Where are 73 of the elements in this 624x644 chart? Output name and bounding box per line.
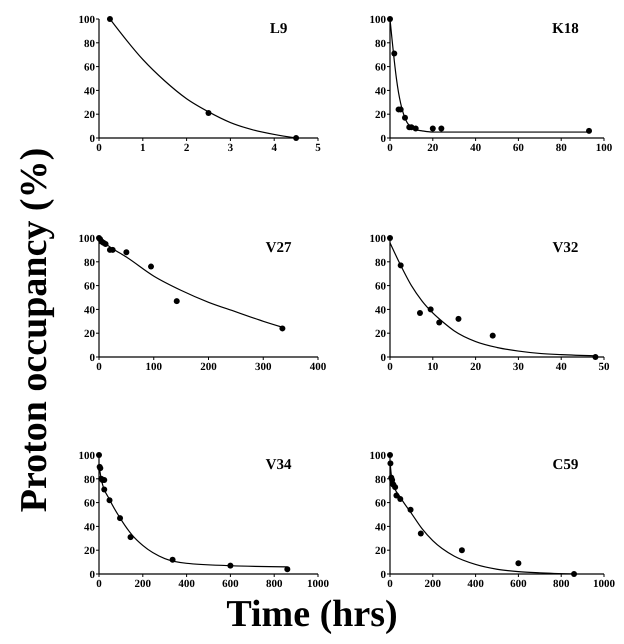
- y-tick-label: 100: [370, 233, 386, 245]
- x-tick-label: 600: [222, 578, 240, 590]
- x-tick-label: 20: [427, 142, 439, 154]
- y-tick-label: 60: [375, 280, 386, 293]
- y-tick-label: 40: [84, 85, 96, 98]
- chart-title: V32: [552, 240, 578, 256]
- x-tick-label: 200: [424, 578, 442, 590]
- chart-title: K18: [552, 21, 579, 37]
- x-tick-label: 50: [598, 361, 610, 373]
- y-tick-label: 0: [380, 352, 386, 364]
- x-tick-label: 300: [255, 361, 272, 373]
- y-tick-label: 80: [84, 38, 96, 50]
- y-tick-label: 60: [84, 498, 96, 510]
- y-tick-label: 20: [375, 328, 386, 340]
- y-tick-label: 40: [84, 304, 96, 316]
- y-tick-label: 60: [84, 280, 96, 293]
- y-tick-label: 60: [375, 62, 386, 74]
- y-tick-label: 100: [78, 14, 96, 26]
- y-tick-label: 40: [375, 521, 386, 534]
- y-tick-label: 40: [375, 304, 386, 316]
- y-tick-label: 80: [84, 474, 96, 486]
- x-tick-label: 800: [266, 578, 283, 590]
- y-tick-label: 100: [78, 450, 96, 462]
- x-tick-label: 600: [510, 578, 528, 590]
- y-tick-label: 40: [84, 521, 96, 534]
- y-tick-label: 0: [380, 133, 386, 145]
- x-tick-label: 2: [184, 142, 190, 154]
- y-tick-label: 20: [375, 545, 386, 558]
- y-tick-label: 20: [375, 109, 386, 122]
- x-tick-label: 200: [134, 578, 152, 590]
- x-tick-label: 5: [315, 142, 322, 154]
- y-tick-label: 100: [78, 233, 96, 245]
- y-tick-label: 80: [375, 474, 386, 486]
- x-tick-label: 4: [271, 142, 278, 154]
- x-tick-label: 100: [596, 142, 613, 154]
- x-tick-label: 1000: [307, 578, 330, 590]
- x-tick-label: 1000: [593, 578, 616, 590]
- x-tick-label: 200: [200, 361, 218, 373]
- chart-title: C59: [552, 457, 578, 473]
- x-tick-label: 40: [556, 361, 568, 373]
- y-tick-label: 80: [375, 38, 386, 50]
- y-tick-label: 80: [375, 256, 386, 269]
- x-tick-label: 60: [512, 142, 524, 154]
- y-tick-label: 0: [380, 569, 386, 581]
- x-tick-label: 100: [146, 361, 162, 373]
- y-tick-label: 80: [84, 256, 96, 269]
- y-tick-label: 100: [370, 14, 386, 26]
- y-tick-label: 100: [370, 450, 386, 462]
- chart-title: V34: [266, 457, 292, 473]
- y-axis-title: Proton occupancy (%): [13, 148, 55, 512]
- y-tick-label: 0: [90, 569, 96, 581]
- x-tick-label: 20: [470, 361, 482, 373]
- x-tick-label: 3: [228, 142, 234, 154]
- x-tick-label: 400: [467, 578, 484, 590]
- x-tick-label: 40: [470, 142, 482, 154]
- y-tick-label: 60: [375, 498, 386, 510]
- x-tick-label: 30: [512, 361, 524, 373]
- x-tick-label: 10: [427, 361, 439, 373]
- x-tick-label: 800: [552, 578, 570, 590]
- y-tick-label: 40: [375, 85, 386, 98]
- x-tick-label: 400: [178, 578, 196, 590]
- y-tick-label: 20: [84, 328, 96, 340]
- chart-title: L9: [270, 21, 288, 37]
- y-tick-label: 20: [84, 545, 96, 558]
- y-tick-label: 60: [84, 62, 96, 74]
- y-tick-label: 0: [90, 352, 96, 364]
- x-tick-label: 1: [140, 142, 146, 154]
- x-tick-label: 400: [310, 361, 327, 373]
- chart-title: V27: [266, 240, 292, 256]
- y-tick-label: 20: [84, 109, 96, 122]
- y-tick-label: 0: [90, 133, 96, 145]
- x-tick-label: 80: [556, 142, 568, 154]
- x-axis-title: Time (hrs): [226, 593, 398, 635]
